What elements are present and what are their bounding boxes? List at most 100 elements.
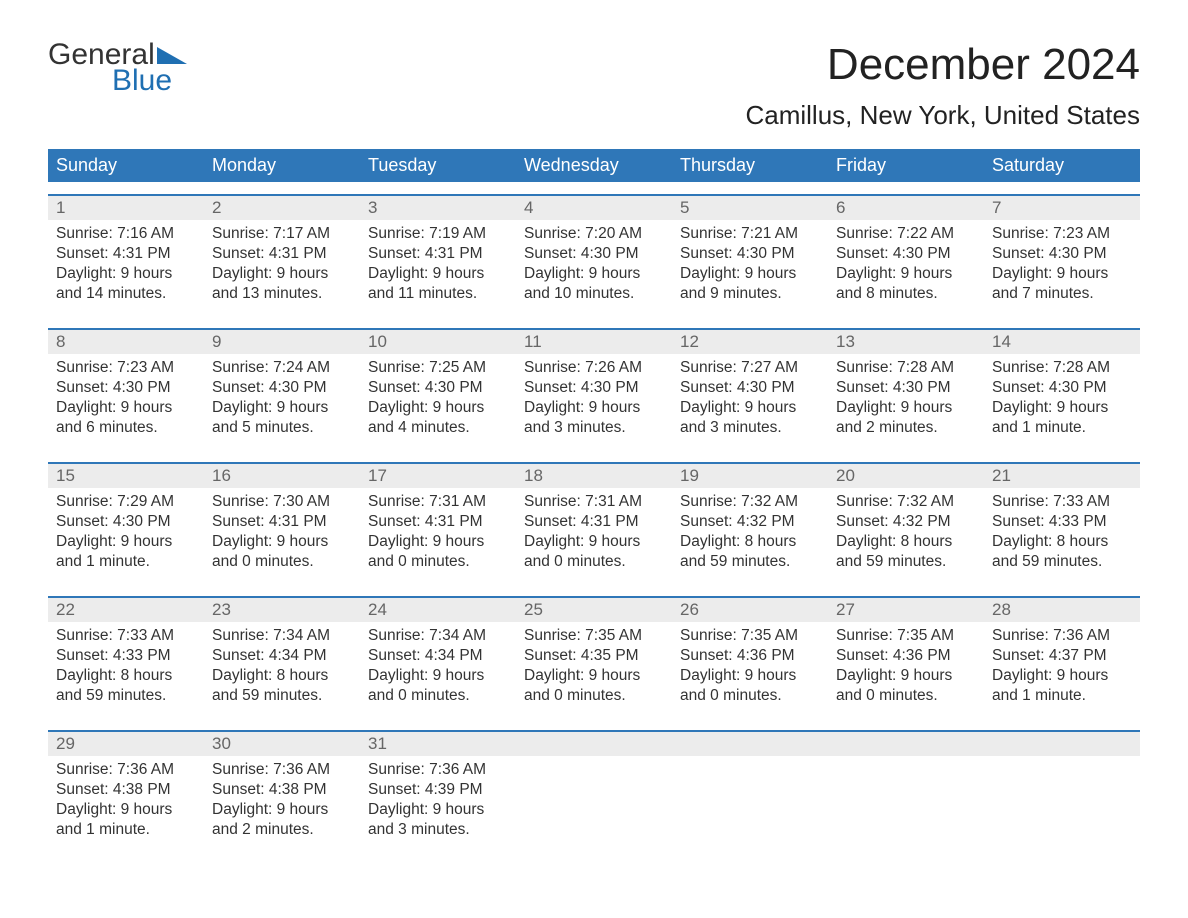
cell-d1: Daylight: 8 hours [56,666,196,686]
week-cells-row: Sunrise: 7:33 AMSunset: 4:33 PMDaylight:… [48,622,1140,718]
cell-d1: Daylight: 9 hours [368,532,508,552]
cell-sunset: Sunset: 4:39 PM [368,780,508,800]
week-cells-row: Sunrise: 7:29 AMSunset: 4:30 PMDaylight:… [48,488,1140,584]
day-number: 5 [672,196,828,220]
cell-sunset: Sunset: 4:31 PM [212,244,352,264]
weeks-container: 1234567Sunrise: 7:16 AMSunset: 4:31 PMDa… [48,194,1140,852]
cell-sunset: Sunset: 4:36 PM [836,646,976,666]
cell-sunrise: Sunrise: 7:35 AM [524,626,664,646]
cell-d1: Daylight: 9 hours [680,666,820,686]
week-daynum-row: 15161718192021 [48,462,1140,488]
cell-sunset: Sunset: 4:30 PM [524,378,664,398]
day-header: Thursday [672,149,828,182]
day-header: Tuesday [360,149,516,182]
cell-sunset: Sunset: 4:31 PM [212,512,352,532]
day-number: 17 [360,464,516,488]
cell-d2: and 5 minutes. [212,418,352,438]
calendar-cell: Sunrise: 7:36 AMSunset: 4:39 PMDaylight:… [360,756,516,852]
cell-d2: and 1 minute. [56,820,196,840]
cell-sunrise: Sunrise: 7:34 AM [212,626,352,646]
cell-sunset: Sunset: 4:34 PM [368,646,508,666]
calendar-cell: Sunrise: 7:17 AMSunset: 4:31 PMDaylight:… [204,220,360,316]
calendar-cell [516,756,672,852]
day-number: 15 [48,464,204,488]
calendar-cell [672,756,828,852]
cell-sunset: Sunset: 4:33 PM [56,646,196,666]
cell-d2: and 11 minutes. [368,284,508,304]
cell-d1: Daylight: 9 hours [836,264,976,284]
day-number: 4 [516,196,672,220]
calendar-cell: Sunrise: 7:27 AMSunset: 4:30 PMDaylight:… [672,354,828,450]
cell-sunset: Sunset: 4:30 PM [368,378,508,398]
cell-sunrise: Sunrise: 7:36 AM [56,760,196,780]
cell-sunrise: Sunrise: 7:34 AM [368,626,508,646]
cell-sunrise: Sunrise: 7:17 AM [212,224,352,244]
cell-sunrise: Sunrise: 7:32 AM [836,492,976,512]
day-number: 24 [360,598,516,622]
calendar-cell: Sunrise: 7:32 AMSunset: 4:32 PMDaylight:… [672,488,828,584]
cell-d1: Daylight: 8 hours [992,532,1132,552]
calendar-cell [984,756,1140,852]
cell-d1: Daylight: 9 hours [368,264,508,284]
calendar-cell: Sunrise: 7:35 AMSunset: 4:36 PMDaylight:… [828,622,984,718]
cell-d2: and 0 minutes. [524,552,664,572]
cell-d2: and 0 minutes. [368,552,508,572]
cell-sunset: Sunset: 4:30 PM [836,378,976,398]
week-daynum-row: 1234567 [48,194,1140,220]
cell-sunrise: Sunrise: 7:19 AM [368,224,508,244]
cell-d2: and 3 minutes. [368,820,508,840]
cell-sunset: Sunset: 4:35 PM [524,646,664,666]
cell-sunrise: Sunrise: 7:27 AM [680,358,820,378]
calendar-week: 891011121314Sunrise: 7:23 AMSunset: 4:30… [48,328,1140,450]
week-daynum-row: 891011121314 [48,328,1140,354]
calendar-cell: Sunrise: 7:35 AMSunset: 4:35 PMDaylight:… [516,622,672,718]
cell-sunset: Sunset: 4:31 PM [368,244,508,264]
week-cells-row: Sunrise: 7:23 AMSunset: 4:30 PMDaylight:… [48,354,1140,450]
calendar-cell: Sunrise: 7:22 AMSunset: 4:30 PMDaylight:… [828,220,984,316]
day-number: 30 [204,732,360,756]
calendar-cell: Sunrise: 7:16 AMSunset: 4:31 PMDaylight:… [48,220,204,316]
day-number: 26 [672,598,828,622]
page-title: December 2024 [745,40,1140,90]
calendar-cell: Sunrise: 7:34 AMSunset: 4:34 PMDaylight:… [204,622,360,718]
day-number: 2 [204,196,360,220]
logo: General Blue [48,40,187,96]
cell-d2: and 59 minutes. [992,552,1132,572]
cell-d1: Daylight: 9 hours [524,398,664,418]
cell-sunrise: Sunrise: 7:33 AM [992,492,1132,512]
cell-sunrise: Sunrise: 7:26 AM [524,358,664,378]
cell-d1: Daylight: 9 hours [680,398,820,418]
topbar: General Blue December 2024 Camillus, New… [48,40,1140,131]
cell-d2: and 4 minutes. [368,418,508,438]
cell-d2: and 14 minutes. [56,284,196,304]
day-number: 11 [516,330,672,354]
cell-sunrise: Sunrise: 7:35 AM [836,626,976,646]
cell-d1: Daylight: 9 hours [56,800,196,820]
cell-sunrise: Sunrise: 7:30 AM [212,492,352,512]
cell-sunset: Sunset: 4:31 PM [56,244,196,264]
calendar-cell: Sunrise: 7:30 AMSunset: 4:31 PMDaylight:… [204,488,360,584]
cell-d2: and 0 minutes. [836,686,976,706]
cell-d2: and 8 minutes. [836,284,976,304]
day-number: 12 [672,330,828,354]
cell-sunset: Sunset: 4:30 PM [212,378,352,398]
title-block: December 2024 Camillus, New York, United… [745,40,1140,131]
cell-d2: and 2 minutes. [836,418,976,438]
cell-d1: Daylight: 9 hours [56,532,196,552]
day-number: 20 [828,464,984,488]
cell-d2: and 2 minutes. [212,820,352,840]
cell-d1: Daylight: 9 hours [680,264,820,284]
cell-d1: Daylight: 9 hours [992,398,1132,418]
cell-d1: Daylight: 9 hours [56,398,196,418]
cell-d1: Daylight: 9 hours [992,264,1132,284]
cell-sunset: Sunset: 4:30 PM [836,244,976,264]
calendar-cell: Sunrise: 7:29 AMSunset: 4:30 PMDaylight:… [48,488,204,584]
cell-d1: Daylight: 9 hours [212,532,352,552]
calendar-cell: Sunrise: 7:33 AMSunset: 4:33 PMDaylight:… [984,488,1140,584]
week-cells-row: Sunrise: 7:36 AMSunset: 4:38 PMDaylight:… [48,756,1140,852]
week-daynum-row: 22232425262728 [48,596,1140,622]
cell-sunset: Sunset: 4:38 PM [56,780,196,800]
cell-d2: and 1 minute. [992,686,1132,706]
cell-d1: Daylight: 9 hours [524,666,664,686]
cell-sunrise: Sunrise: 7:35 AM [680,626,820,646]
